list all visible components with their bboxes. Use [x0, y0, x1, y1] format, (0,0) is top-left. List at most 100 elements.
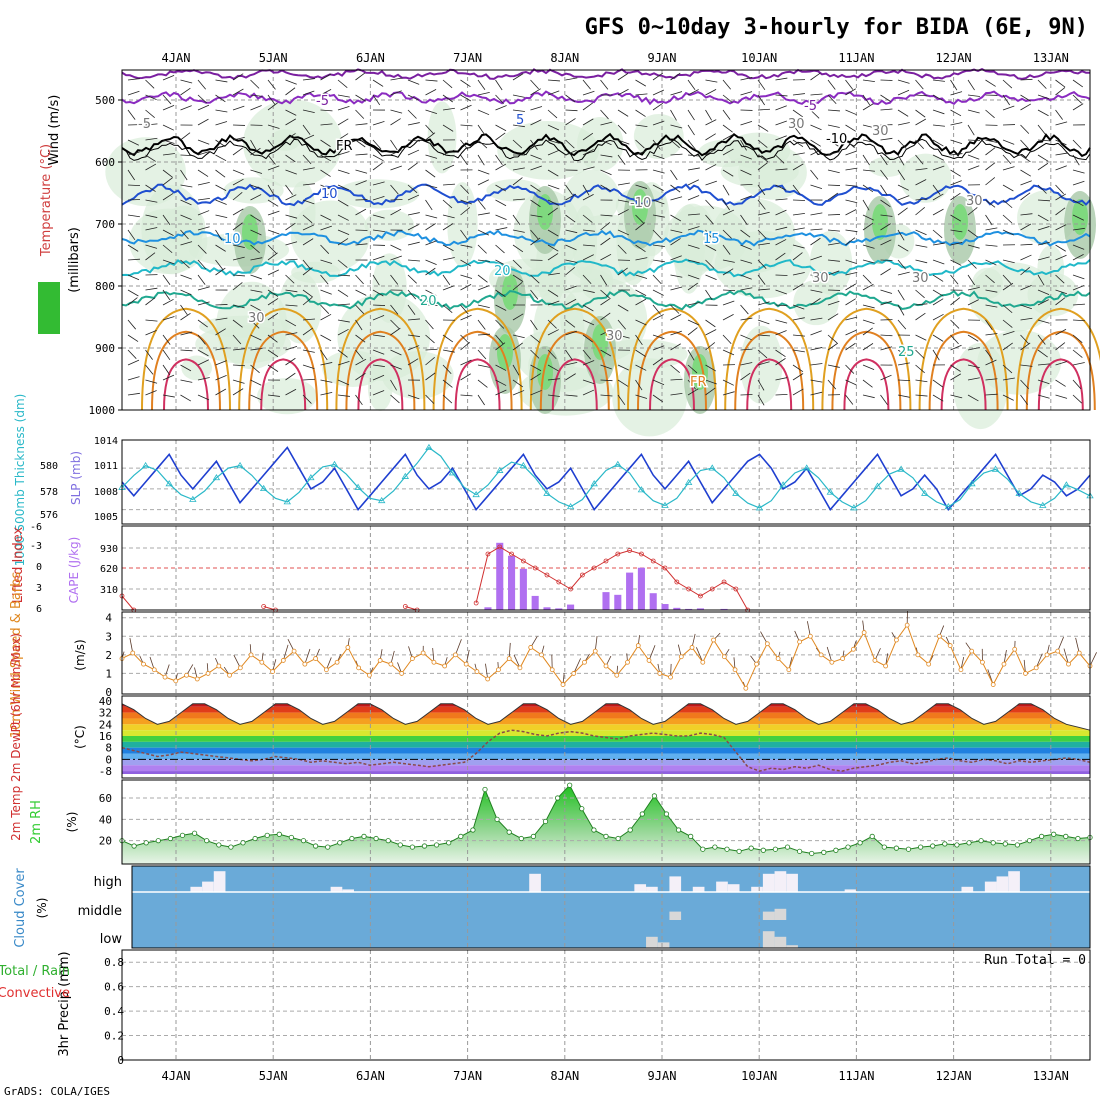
wind-barb	[547, 329, 559, 336]
rh-marker	[397, 842, 403, 848]
wind-barb	[302, 199, 315, 205]
wind-barb	[407, 274, 417, 284]
rh-marker	[881, 844, 887, 850]
wind-barb	[320, 362, 333, 366]
wind-barb	[967, 165, 980, 171]
wind-barb	[950, 242, 963, 246]
wind-barb	[425, 372, 436, 381]
cloud-high-bar	[786, 873, 798, 892]
wind-barb	[722, 244, 731, 255]
wind-barb	[1020, 379, 1029, 390]
wind-barb	[740, 317, 753, 321]
wind-barb	[285, 332, 298, 336]
wind-barb	[355, 169, 368, 174]
contour-label: 30	[872, 124, 889, 139]
wind-barb	[250, 105, 262, 111]
wind-barb	[617, 379, 629, 387]
wind-tick-label: 1	[105, 667, 112, 680]
wind-barb	[687, 139, 696, 150]
wind-barb	[757, 154, 769, 163]
cape-bar	[531, 595, 539, 610]
panel-frame	[121, 695, 1091, 779]
wind-barb	[425, 304, 438, 306]
wind-barb	[512, 214, 521, 226]
wind-barb	[442, 257, 455, 261]
wind-barb	[267, 252, 278, 261]
wind-barb	[652, 120, 665, 126]
thickness-tick-label: 576	[40, 510, 58, 521]
wind-barb	[215, 259, 224, 270]
wind-barb	[862, 274, 872, 284]
wind-barb	[512, 282, 523, 291]
wind-barb	[670, 343, 681, 351]
wind-barb	[932, 208, 944, 216]
contour-label: 15	[703, 232, 720, 247]
wind-barb	[600, 329, 612, 336]
wind-barb	[372, 274, 380, 286]
wind-barb	[740, 77, 753, 81]
wind-barb	[915, 198, 928, 201]
wind-barb	[635, 349, 646, 357]
wind-barb	[740, 394, 753, 396]
wind-barb	[442, 223, 454, 231]
wind-barb	[985, 147, 996, 156]
wind-barb	[145, 244, 158, 249]
wind-barb	[1055, 224, 1067, 231]
rh-marker	[990, 840, 996, 846]
wind-barb	[215, 328, 226, 336]
wind-barb	[460, 284, 472, 291]
wind-barb	[722, 314, 734, 321]
wind-barb	[162, 193, 174, 201]
wind-barb	[792, 388, 804, 396]
wind-barb	[950, 91, 963, 96]
wind-barb	[425, 184, 438, 189]
wind-barb	[880, 268, 891, 276]
wind-barb	[670, 214, 682, 222]
wind-barb	[617, 199, 630, 203]
wind-barb	[565, 373, 576, 381]
wind-barb	[1020, 124, 1030, 134]
wind-barb	[232, 256, 245, 261]
wind-barb	[460, 334, 470, 344]
wind-barb	[967, 94, 980, 97]
wind-barb	[1002, 394, 1014, 401]
wind-barb	[757, 379, 765, 391]
wind-barb	[617, 154, 626, 165]
wind-barb	[460, 207, 471, 216]
wind-barb	[485, 663, 489, 680]
wind-barb	[880, 394, 888, 405]
wind-barb	[250, 348, 263, 351]
wind-barb	[670, 286, 683, 291]
wind-barb	[792, 272, 805, 276]
rh-marker	[494, 816, 500, 822]
wind-barb	[740, 154, 752, 160]
top-date-label: 12JAN	[936, 51, 972, 65]
lifted-index-marker	[532, 565, 538, 571]
temp-tick-label: 0	[105, 753, 112, 766]
wind-unit-label: (m/s)	[73, 639, 87, 670]
wind-barb	[1072, 254, 1084, 261]
wind-barb	[285, 372, 296, 381]
wind-barb	[617, 109, 629, 117]
wind-barb	[600, 237, 611, 246]
wind-barb	[250, 244, 260, 254]
wind-barb	[250, 79, 260, 89]
wind-barb	[670, 229, 683, 234]
thickness-marker	[590, 480, 598, 487]
wind-barb	[565, 330, 577, 336]
wind-barb	[1002, 330, 1015, 336]
lifted-index-marker	[497, 544, 503, 550]
wind-barb	[775, 239, 787, 246]
rh-shading-high	[952, 204, 968, 240]
wind-barb	[547, 139, 560, 144]
wind-barb	[267, 210, 280, 216]
rh-marker	[579, 806, 585, 812]
wind-barb	[1072, 303, 1085, 306]
rh-shading-high	[872, 204, 888, 240]
wind-barb	[162, 289, 171, 301]
panel-frame	[121, 611, 1091, 695]
wind-barb	[1072, 79, 1083, 88]
wind-barb	[862, 184, 874, 193]
thickness-marker	[141, 461, 150, 469]
